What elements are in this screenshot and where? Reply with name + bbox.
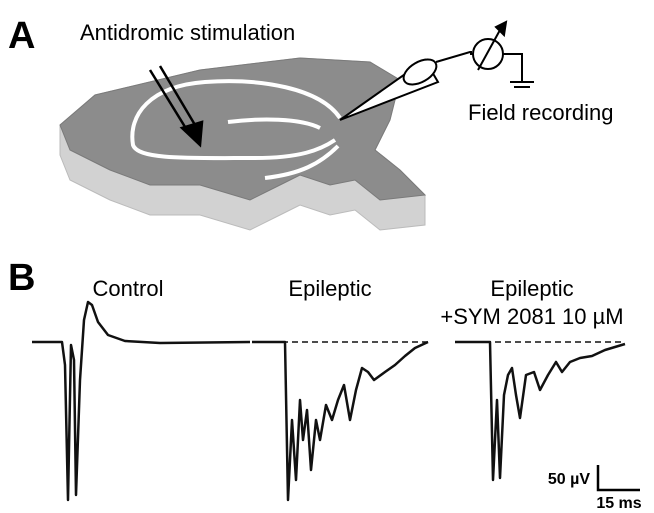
trace-title: Control <box>93 276 164 301</box>
scale-time: 15 ms <box>596 495 641 512</box>
slice <box>60 58 425 230</box>
stimulation-label: Antidromic stimulation <box>80 20 295 45</box>
panel-label: B <box>8 257 35 299</box>
recording-label: Field recording <box>468 100 614 125</box>
epileptic-trace <box>252 342 428 500</box>
trace-title: Epileptic <box>490 276 573 301</box>
trace-title: Epileptic <box>288 276 371 301</box>
panel-label: A <box>8 15 35 57</box>
scale-amplitude: 50 µV <box>548 471 590 488</box>
sym-trace <box>455 342 625 480</box>
trace-subtitle: +SYM 2081 10 µM <box>440 304 623 329</box>
figure: A Antidromic stimulation Field recording… <box>0 0 654 513</box>
control-trace <box>32 302 250 500</box>
scale-bar <box>598 465 640 490</box>
